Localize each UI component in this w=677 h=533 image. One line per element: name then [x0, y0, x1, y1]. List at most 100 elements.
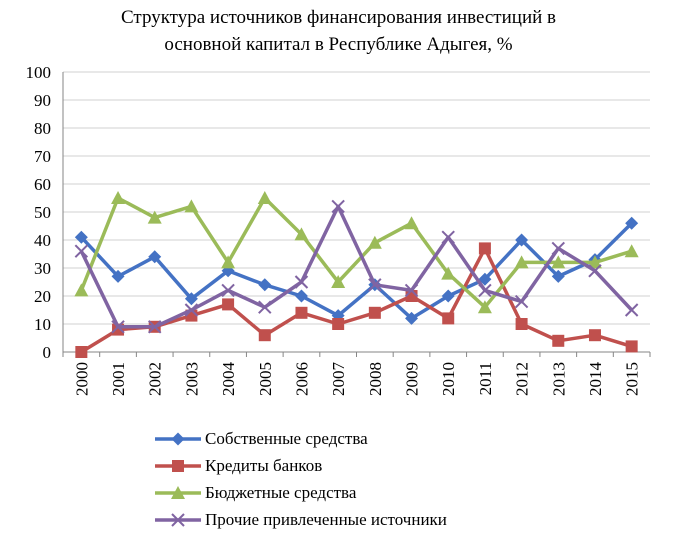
legend-swatch-icon — [155, 432, 201, 445]
data-point-budget-funds — [587, 255, 602, 269]
data-point-bank-loans — [75, 346, 88, 358]
x-tick-label: 2004 — [219, 362, 238, 397]
data-point-other-sources — [441, 230, 455, 244]
data-point-own-funds — [148, 250, 162, 264]
legend-label: Прочие привлеченные источники — [205, 509, 447, 529]
x-tick-label: 2008 — [366, 362, 385, 396]
y-tick-label: 80 — [34, 119, 51, 138]
data-point-other-sources — [74, 244, 89, 258]
series-line-own-funds — [80, 221, 633, 321]
data-point-other-sources — [514, 294, 529, 309]
legend-item-budget-funds: Бюджетные средства — [155, 479, 447, 506]
x-tick-label: 2002 — [146, 362, 165, 396]
x-tick-label: 2010 — [439, 362, 458, 396]
plot-area: 0 10 20 30 40 50 60 70 80 90 100 2000 2001 2002 2003 20… — [26, 63, 651, 397]
legend-label: Кредиты банков — [205, 455, 323, 475]
y-tick-label: 100 — [26, 63, 52, 82]
data-point-budget-funds — [477, 300, 492, 314]
y-tick-label: 0 — [43, 343, 52, 362]
x-tick-label: 2003 — [182, 362, 201, 396]
legend-label: Собственные средства — [205, 428, 368, 448]
x-tick-label: 2013 — [549, 362, 568, 396]
y-tick-label: 30 — [34, 259, 51, 278]
data-point-own-funds — [111, 269, 125, 283]
data-point-bank-loans — [515, 318, 528, 330]
data-point-other-sources — [404, 283, 419, 298]
x-tick-label: 2015 — [623, 362, 642, 396]
x-tick-label: 2011 — [476, 362, 495, 395]
data-point-own-funds — [74, 230, 88, 244]
chart-title-line-1: Структура источников финансирования инве… — [120, 7, 557, 28]
chart-title-line-2: основной капитал в Республике Адыгея, % — [164, 34, 513, 55]
chart-title: Структура источников финансирования инве… — [0, 4, 677, 58]
data-point-other-sources — [184, 303, 199, 317]
data-point-budget-funds — [367, 235, 382, 249]
data-point-other-sources — [478, 283, 492, 298]
x-tick-label: 2009 — [403, 362, 422, 396]
data-point-bank-loans — [258, 329, 271, 342]
data-point-own-funds — [551, 269, 565, 283]
data-point-budget-funds — [257, 191, 272, 204]
data-point-bank-loans — [588, 329, 601, 342]
data-point-own-funds — [625, 216, 639, 230]
x-tick-label: 2001 — [109, 362, 128, 396]
data-point-bank-loans — [222, 298, 235, 311]
data-point-other-sources — [294, 275, 309, 289]
data-point-budget-funds — [147, 210, 162, 224]
y-tick-label: 50 — [34, 203, 51, 222]
legend-swatch-icon — [155, 485, 201, 499]
y-tick-label: 10 — [34, 315, 51, 334]
x-tick-label: 2006 — [292, 362, 311, 396]
data-point-other-sources — [221, 283, 235, 298]
y-tick-label: 90 — [34, 91, 51, 110]
data-point-budget-funds — [294, 227, 309, 241]
data-point-budget-funds — [624, 244, 639, 258]
data-point-budget-funds — [404, 216, 419, 230]
data-point-other-sources — [111, 320, 125, 334]
data-point-budget-funds — [441, 266, 456, 280]
data-point-own-funds — [515, 233, 529, 247]
data-point-bank-loans — [552, 334, 565, 347]
data-point-other-sources — [551, 241, 565, 256]
x-tick-label: 2005 — [256, 362, 275, 396]
data-point-other-sources — [148, 320, 162, 334]
data-point-bank-loans — [478, 242, 491, 255]
data-point-own-funds — [184, 292, 198, 306]
x-tick-label: 2012 — [513, 362, 532, 396]
data-point-budget-funds — [331, 275, 346, 288]
data-point-budget-funds — [74, 283, 89, 297]
data-point-other-sources — [368, 278, 382, 292]
series-line-other-sources — [79, 204, 633, 329]
series-line-bank-loans — [80, 246, 633, 354]
data-point-other-sources — [588, 264, 602, 278]
y-tick-label: 70 — [34, 147, 51, 166]
y-tick-label: 40 — [34, 231, 51, 250]
data-point-bank-loans — [368, 306, 381, 319]
data-point-bank-loans — [295, 306, 308, 319]
data-point-own-funds — [294, 289, 308, 303]
data-point-bank-loans — [332, 318, 345, 330]
data-point-budget-funds — [221, 255, 236, 269]
legend-marker-icon — [171, 432, 185, 445]
legend-swatch-icon — [155, 512, 201, 527]
series-line-budget-funds — [79, 196, 633, 309]
y-tick-label: 20 — [34, 287, 51, 306]
x-tick-label: 2000 — [72, 362, 91, 396]
data-point-bank-loans — [625, 340, 638, 353]
data-point-other-sources — [258, 300, 272, 314]
data-point-bank-loans — [442, 312, 455, 325]
y-tick-label: 60 — [34, 175, 51, 194]
data-point-budget-funds — [514, 255, 529, 269]
legend-item-own-funds: Собственные средства — [155, 425, 447, 452]
legend-marker-icon — [172, 459, 184, 472]
legend-marker-icon — [171, 485, 185, 499]
legend-swatch-icon — [155, 459, 201, 472]
x-tick-label: 2014 — [586, 362, 605, 397]
legend: Собственные средства Кредиты банков Бюджет… — [155, 425, 447, 533]
legend-item-bank-loans: Кредиты банков — [155, 452, 447, 479]
data-point-other-sources — [331, 199, 345, 214]
data-point-own-funds — [441, 289, 455, 303]
data-point-other-sources — [624, 303, 639, 317]
data-point-budget-funds — [551, 255, 566, 269]
legend-item-other-sources: Прочие привлеченные источники — [155, 506, 447, 533]
